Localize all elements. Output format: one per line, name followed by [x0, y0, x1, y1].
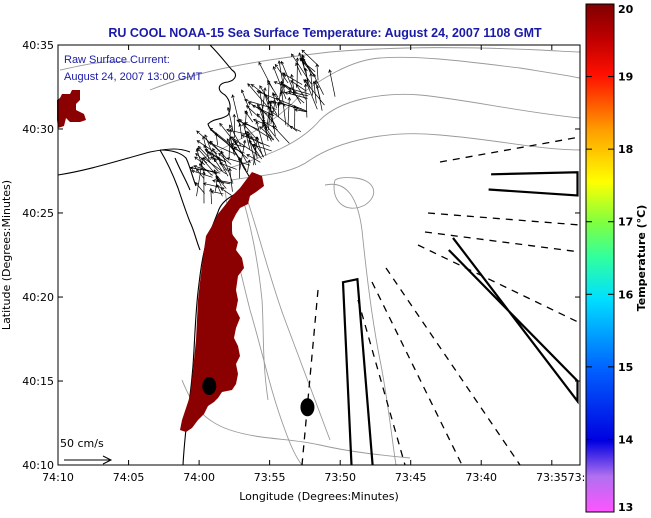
station-marker — [202, 377, 217, 396]
x-tick-label: 73:45 — [395, 471, 427, 484]
colorbar-ticks: 13 14 15 16 17 18 19 20 — [586, 3, 634, 514]
x-axis-label: Longitude (Degrees:Minutes) — [239, 490, 399, 503]
x-axis-ticks: 74:10 74:05 74:00 73:55 73:50 73:45 73:40 73:35… — [42, 45, 592, 484]
x-tick-label: 73:40 — [465, 471, 497, 484]
x-tick-label: 74:05 — [113, 471, 145, 484]
y-axis-ticks: 40:10 40:15 40:20 40:25 40:30 40:35 — [22, 39, 580, 472]
scale-label: 50 cm/s — [60, 437, 104, 450]
colorbar-tick-label: 18 — [618, 143, 633, 156]
x-tick-label: 73:35 — [536, 471, 568, 484]
x-tick-label: 73:55 — [254, 471, 286, 484]
y-tick-label: 40:25 — [22, 207, 54, 220]
colorbar-tick-label: 15 — [618, 361, 633, 374]
colorbar — [585, 3, 615, 513]
survey-box — [488, 171, 579, 197]
ocean-background — [58, 45, 580, 465]
bathymetry-contours — [59, 47, 581, 466]
colorbar-label: Temperature (°C) — [635, 205, 648, 312]
dashed-survey-lines — [301, 136, 581, 466]
station-markers — [202, 377, 315, 417]
current-annotation-line2: August 24, 2007 13:00 GMT — [64, 71, 202, 83]
colorbar-tick-label: 13 — [618, 501, 633, 514]
y-tick-label: 40:10 — [22, 459, 54, 472]
scale-arrow — [64, 455, 113, 465]
y-tick-label: 40:15 — [22, 375, 54, 388]
survey-box — [448, 237, 579, 405]
station-marker — [300, 398, 315, 417]
colorbar-tick-label: 17 — [618, 216, 633, 229]
x-tick-label: 74:00 — [183, 471, 215, 484]
y-tick-label: 40:30 — [22, 123, 54, 136]
survey-boxes — [341, 171, 579, 466]
x-tick-label: 74:10 — [42, 471, 74, 484]
figure-title: RU COOL NOAA-15 Sea Surface Temperature:… — [108, 26, 542, 40]
y-tick-label: 40:35 — [22, 39, 54, 52]
survey-box — [341, 277, 374, 466]
sst-warm-patches — [57, 90, 264, 432]
surface-current-vectors — [189, 49, 336, 205]
colorbar-tick-label: 20 — [618, 3, 634, 16]
map-plot-area: Raw Surface Current: August 24, 2007 13:… — [57, 44, 581, 466]
colorbar-tick-label: 14 — [618, 433, 634, 446]
current-annotation-line1: Raw Surface Current: — [64, 54, 170, 66]
y-axis-label: Latitude (Degrees:Minutes) — [0, 180, 13, 330]
x-tick-label: 73:50 — [324, 471, 356, 484]
colorbar-tick-label: 16 — [618, 288, 634, 301]
y-tick-label: 40:20 — [22, 291, 54, 304]
plot-frame — [57, 44, 581, 466]
colorbar-tick-label: 19 — [618, 71, 633, 84]
